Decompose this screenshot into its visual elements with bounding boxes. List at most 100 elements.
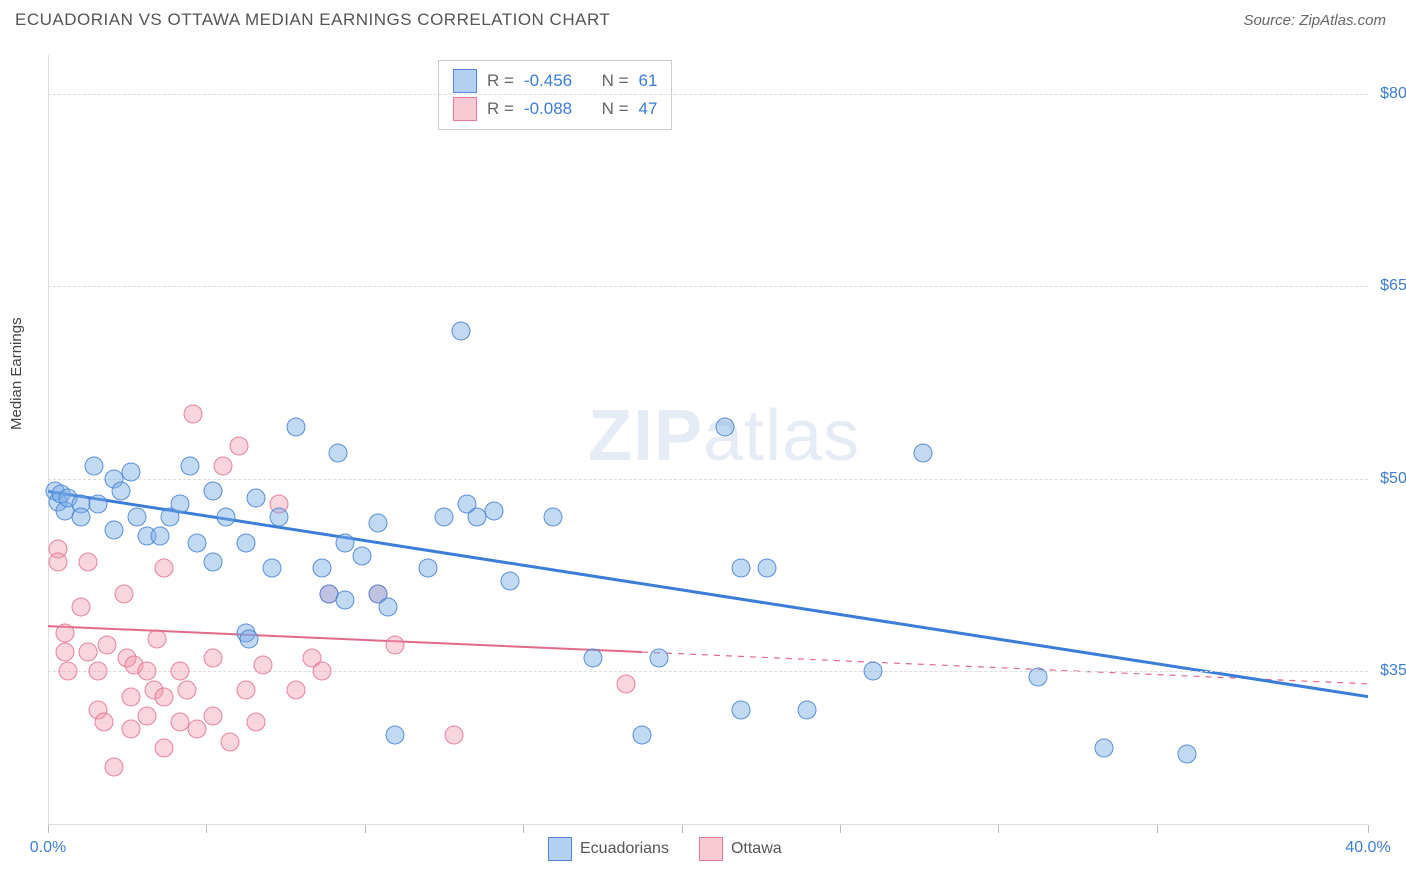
scatter-point-ottawa bbox=[187, 719, 206, 738]
legend: Ecuadorians Ottawa bbox=[548, 837, 782, 861]
scatter-point-ottawa bbox=[184, 405, 203, 424]
scatter-point-ecuadorians bbox=[369, 514, 388, 533]
stats-row-2: R = -0.088 N = 47 bbox=[453, 95, 657, 123]
x-tick bbox=[1157, 825, 1158, 833]
scatter-point-ecuadorians bbox=[435, 508, 454, 527]
x-axis-line bbox=[48, 824, 1368, 825]
scatter-point-ecuadorians bbox=[352, 546, 371, 565]
y-tick-label: $65,000 bbox=[1380, 277, 1406, 295]
scatter-point-ecuadorians bbox=[237, 533, 256, 552]
x-tick bbox=[998, 825, 999, 833]
scatter-point-ottawa bbox=[88, 662, 107, 681]
scatter-point-ecuadorians bbox=[312, 559, 331, 578]
scatter-point-ecuadorians bbox=[329, 443, 348, 462]
scatter-point-ecuadorians bbox=[583, 649, 602, 668]
scatter-point-ecuadorians bbox=[501, 572, 520, 591]
scatter-point-ecuadorians bbox=[649, 649, 668, 668]
scatter-point-ottawa bbox=[154, 559, 173, 578]
scatter-point-ecuadorians bbox=[798, 700, 817, 719]
scatter-point-ottawa bbox=[121, 687, 140, 706]
scatter-point-ecuadorians bbox=[385, 726, 404, 745]
scatter-point-ottawa bbox=[95, 713, 114, 732]
scatter-point-ottawa bbox=[444, 726, 463, 745]
swatch-blue-icon bbox=[548, 837, 572, 861]
scatter-point-ottawa bbox=[154, 739, 173, 758]
scatter-point-ecuadorians bbox=[204, 482, 223, 501]
scatter-point-ottawa bbox=[312, 662, 331, 681]
swatch-pink-icon bbox=[453, 97, 477, 121]
scatter-point-ottawa bbox=[55, 623, 74, 642]
source-label: Source: ZipAtlas.com bbox=[1243, 12, 1386, 29]
scatter-point-ecuadorians bbox=[336, 591, 355, 610]
scatter-point-ecuadorians bbox=[204, 552, 223, 571]
scatter-point-ottawa bbox=[171, 662, 190, 681]
scatter-point-ecuadorians bbox=[543, 508, 562, 527]
scatter-point-ecuadorians bbox=[263, 559, 282, 578]
scatter-point-ecuadorians bbox=[217, 508, 236, 527]
scatter-point-ecuadorians bbox=[418, 559, 437, 578]
swatch-blue-icon bbox=[453, 69, 477, 93]
scatter-point-ecuadorians bbox=[128, 508, 147, 527]
y-tick-label: $80,000 bbox=[1380, 85, 1406, 103]
scatter-point-ottawa bbox=[177, 681, 196, 700]
stats-box: R = -0.456 N = 61 R = -0.088 N = 47 bbox=[438, 60, 672, 130]
scatter-point-ecuadorians bbox=[105, 520, 124, 539]
scatter-point-ecuadorians bbox=[732, 559, 751, 578]
scatter-point-ecuadorians bbox=[732, 700, 751, 719]
stats-row-1: R = -0.456 N = 61 bbox=[453, 67, 657, 95]
scatter-point-ecuadorians bbox=[715, 418, 734, 437]
scatter-point-ecuadorians bbox=[913, 443, 932, 462]
x-tick-label: 40.0% bbox=[1345, 839, 1390, 857]
scatter-point-ecuadorians bbox=[286, 418, 305, 437]
scatter-point-ecuadorians bbox=[451, 321, 470, 340]
scatter-point-ecuadorians bbox=[121, 463, 140, 482]
scatter-point-ecuadorians bbox=[1095, 739, 1114, 758]
scatter-point-ottawa bbox=[147, 629, 166, 648]
scatter-point-ecuadorians bbox=[484, 501, 503, 520]
scatter-point-ottawa bbox=[121, 719, 140, 738]
gridline bbox=[48, 671, 1368, 672]
scatter-point-ecuadorians bbox=[187, 533, 206, 552]
y-axis-line bbox=[48, 55, 49, 825]
scatter-point-ecuadorians bbox=[378, 597, 397, 616]
gridline bbox=[48, 94, 1368, 95]
scatter-point-ecuadorians bbox=[171, 495, 190, 514]
scatter-point-ecuadorians bbox=[88, 495, 107, 514]
scatter-point-ottawa bbox=[72, 597, 91, 616]
scatter-point-ottawa bbox=[138, 706, 157, 725]
scatter-point-ottawa bbox=[114, 585, 133, 604]
scatter-point-ottawa bbox=[55, 642, 74, 661]
scatter-point-ecuadorians bbox=[111, 482, 130, 501]
y-tick-label: $50,000 bbox=[1380, 470, 1406, 488]
y-tick-label: $35,000 bbox=[1380, 662, 1406, 680]
legend-item-ottawa: Ottawa bbox=[699, 837, 782, 861]
scatter-point-ottawa bbox=[78, 552, 97, 571]
scatter-point-ecuadorians bbox=[85, 456, 104, 475]
scatter-point-ecuadorians bbox=[633, 726, 652, 745]
scatter-point-ottawa bbox=[385, 636, 404, 655]
chart-title: ECUADORIAN VS OTTAWA MEDIAN EARNINGS COR… bbox=[15, 10, 610, 30]
scatter-point-ottawa bbox=[286, 681, 305, 700]
legend-item-ecuadorians: Ecuadorians bbox=[548, 837, 669, 861]
scatter-point-ottawa bbox=[204, 706, 223, 725]
scatter-point-ottawa bbox=[58, 662, 77, 681]
scatter-point-ottawa bbox=[246, 713, 265, 732]
scatter-point-ecuadorians bbox=[1177, 745, 1196, 764]
scatter-point-ecuadorians bbox=[246, 488, 265, 507]
x-tick bbox=[1368, 825, 1369, 833]
scatter-point-ecuadorians bbox=[72, 508, 91, 527]
scatter-point-ottawa bbox=[48, 552, 67, 571]
chart-plot-area: ZIPatlas R = -0.456 N = 61 R = -0.088 N … bbox=[48, 55, 1368, 825]
scatter-point-ottawa bbox=[138, 662, 157, 681]
gridline bbox=[48, 286, 1368, 287]
x-tick bbox=[365, 825, 366, 833]
scatter-point-ecuadorians bbox=[864, 662, 883, 681]
scatter-point-ecuadorians bbox=[336, 533, 355, 552]
x-tick bbox=[206, 825, 207, 833]
x-tick bbox=[840, 825, 841, 833]
scatter-point-ottawa bbox=[230, 437, 249, 456]
scatter-point-ottawa bbox=[105, 758, 124, 777]
scatter-point-ecuadorians bbox=[758, 559, 777, 578]
scatter-point-ottawa bbox=[154, 687, 173, 706]
scatter-point-ecuadorians bbox=[240, 629, 259, 648]
